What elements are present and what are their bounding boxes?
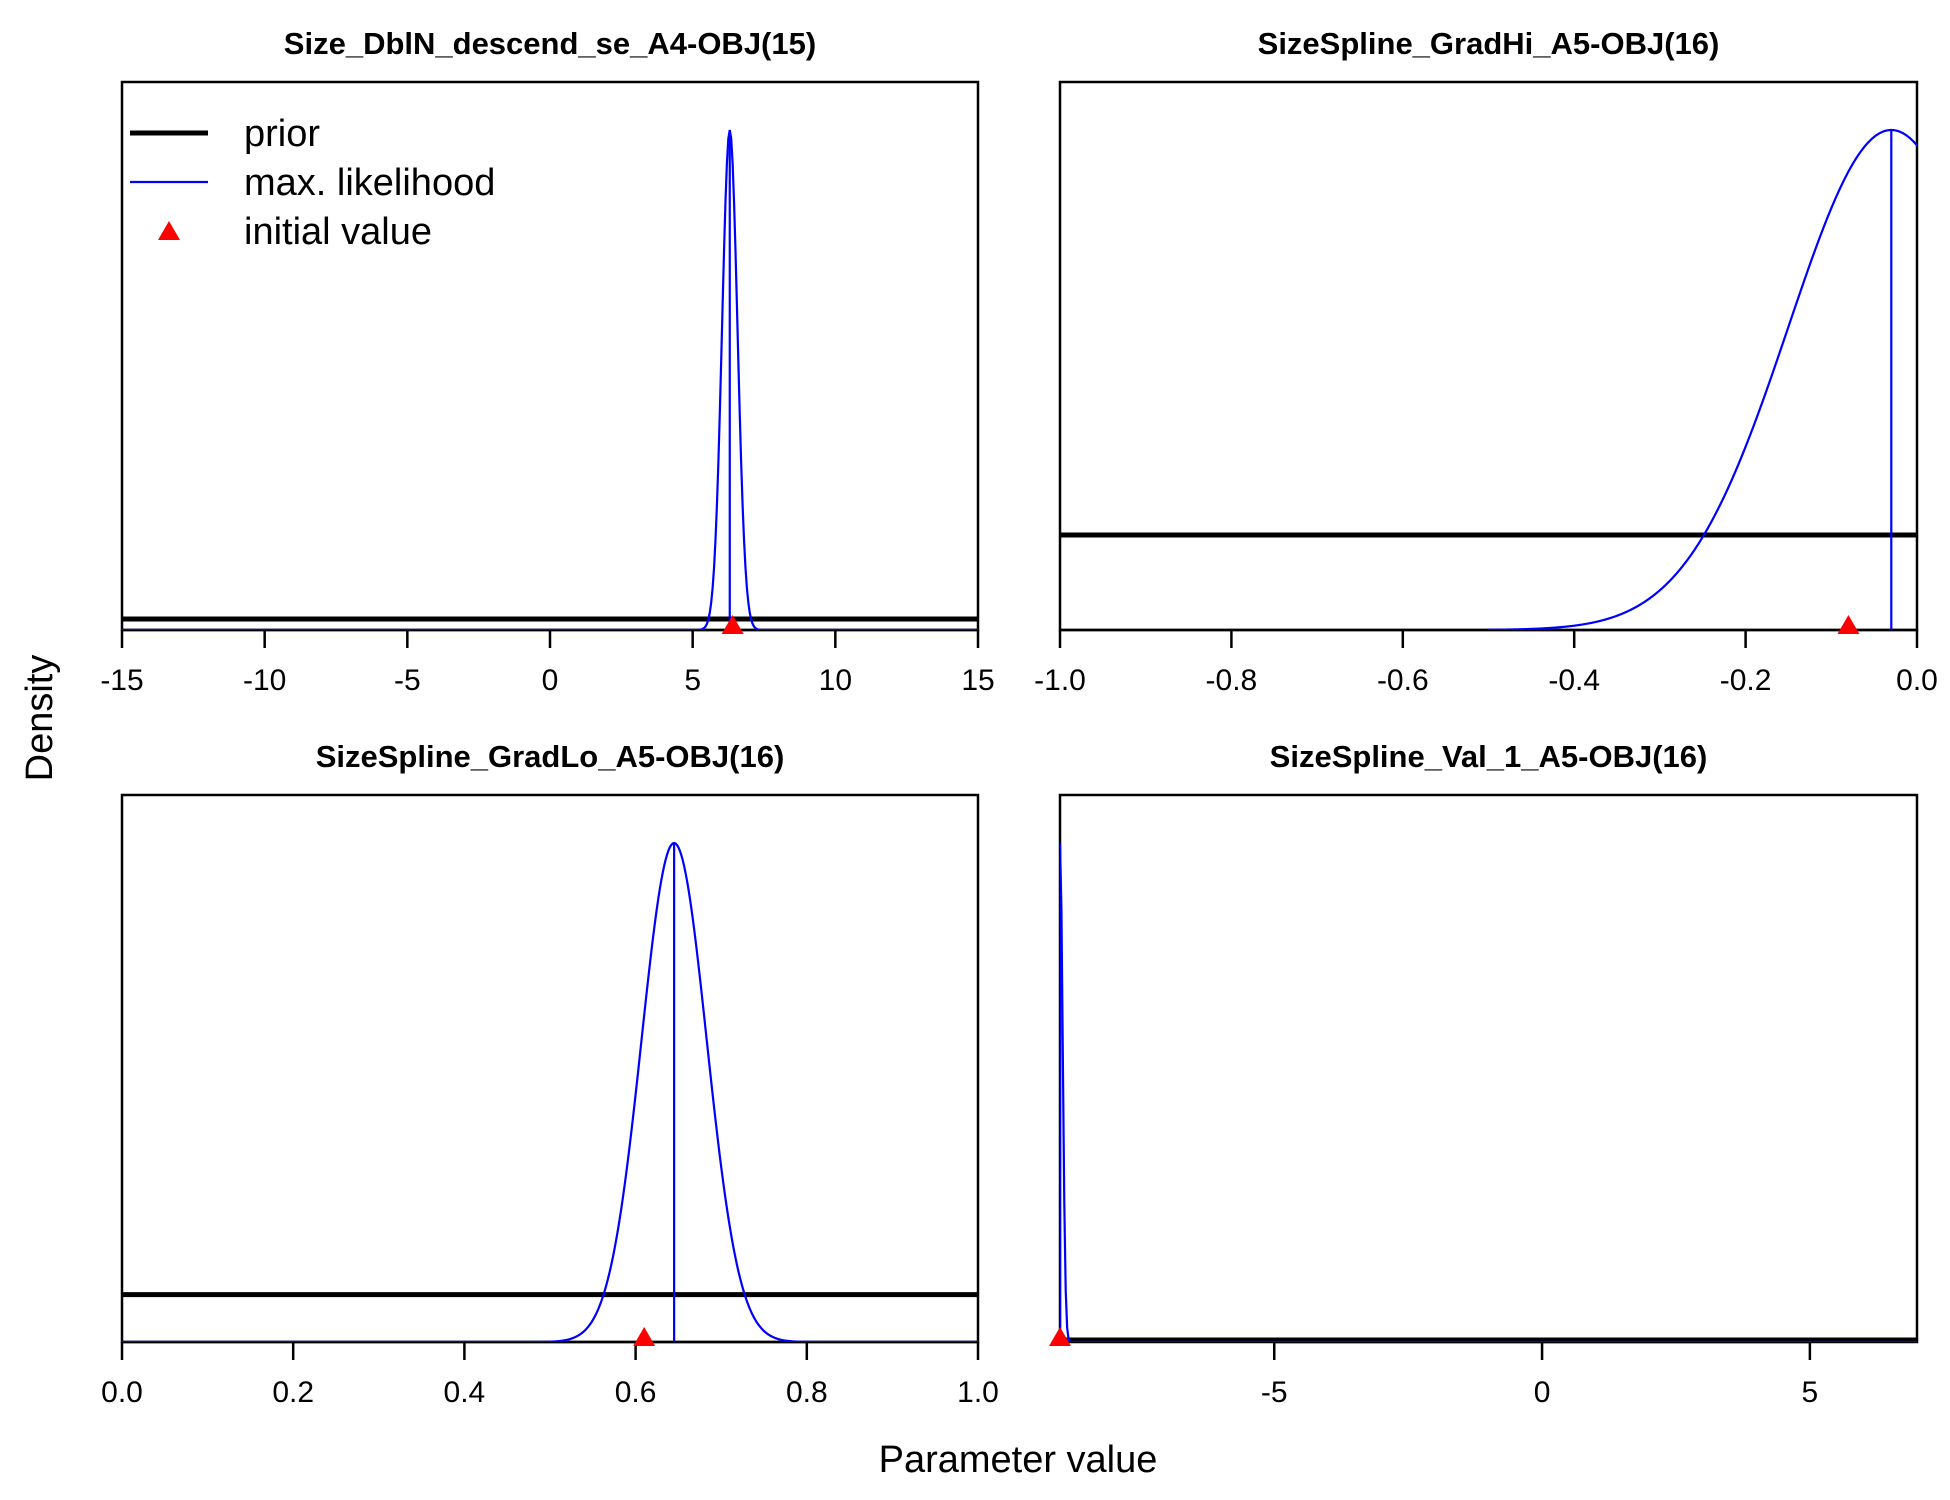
x-tick-label: -10 (243, 664, 286, 697)
legend-entry: prior (130, 113, 320, 155)
y-axis-title: Density (19, 655, 61, 782)
x-tick-label: 5 (684, 664, 701, 697)
panels: Size_DblN_descend_se_A4-OBJ(15) -15 -10 -5 0… (100, 26, 1938, 1409)
plot-frame (1058, 793, 1919, 1344)
legend-swatch (158, 221, 180, 240)
x-tick-label: -15 (100, 664, 143, 697)
legend-entry: max. likelihood (130, 162, 495, 204)
legend-label: max. likelihood (244, 162, 495, 204)
legend-entry: initial value (158, 211, 432, 253)
legend-label: prior (244, 113, 320, 155)
x-tick-label: -1.0 (1034, 664, 1086, 697)
panel-2: SizeSpline_GradHi_A5-OBJ(16) -1.0 -0.8 -0.6… (1034, 26, 1938, 697)
initial-value-marker (633, 1327, 656, 1346)
x-tick-label: -5 (1261, 1376, 1288, 1409)
x-tick-label: 0 (1534, 1376, 1551, 1409)
plot-frame (1058, 80, 1919, 632)
initial-value-marker (1837, 615, 1860, 634)
x-tick-label: -5 (394, 664, 421, 697)
legend-label: initial value (244, 211, 432, 253)
x-tick-label: -0.6 (1377, 664, 1429, 697)
x-tick-label: 0.6 (615, 1376, 657, 1409)
panel-title: SizeSpline_Val_1_A5-OBJ(16) (1270, 739, 1708, 774)
x-tick-label: 0.2 (272, 1376, 314, 1409)
panel-3: SizeSpline_GradLo_A5-OBJ(16) 0.0 0.2 0.4 0.6… (101, 739, 999, 1409)
panel-title: SizeSpline_GradHi_A5-OBJ(16) (1258, 26, 1720, 61)
x-tick-label: -0.4 (1548, 664, 1600, 697)
x-tick-label: 5 (1802, 1376, 1819, 1409)
initial-value-marker (1049, 1327, 1071, 1346)
x-axis-title: Parameter value (879, 1439, 1158, 1481)
x-tick-label: 0.0 (101, 1376, 143, 1409)
mle-curve (122, 841, 978, 1342)
x-tick-label: 1.0 (957, 1376, 999, 1409)
x-tick-label: 0.0 (1896, 664, 1938, 697)
initial-value-marker (721, 615, 744, 634)
panel-title: SizeSpline_GradLo_A5-OBJ(16) (316, 739, 785, 774)
x-tick-label: -0.8 (1206, 664, 1258, 697)
mle-curve (122, 129, 978, 630)
mle-curve (1487, 128, 1917, 630)
x-tick-label: 15 (961, 664, 994, 697)
legend: prior max. likelihood initial value (130, 113, 495, 253)
x-tick-label: 0 (542, 664, 559, 697)
x-tick-label: 10 (819, 664, 852, 697)
panel-title: Size_DblN_descend_se_A4-OBJ(15) (284, 26, 816, 61)
x-tick-label: -0.2 (1720, 664, 1772, 697)
panel-1: Size_DblN_descend_se_A4-OBJ(15) -15 -10 -5 0… (100, 26, 994, 697)
x-tick-label: 0.4 (444, 1376, 486, 1409)
mle-curve (1060, 842, 1917, 1342)
panel-4: SizeSpline_Val_1_A5-OBJ(16) -5 0 5 (1049, 739, 1919, 1409)
plot-frame (120, 793, 980, 1344)
x-tick-label: 0.8 (786, 1376, 828, 1409)
